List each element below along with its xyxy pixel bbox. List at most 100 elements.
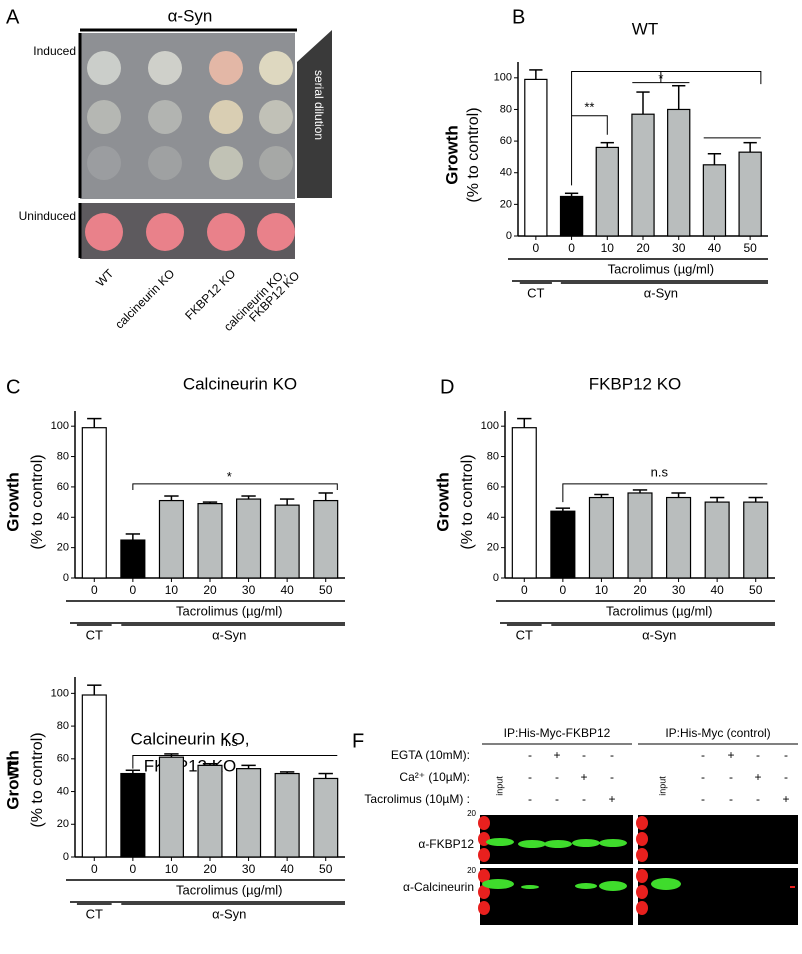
y-axis-label: (% to control) [459,454,476,549]
bar [81,427,107,579]
band [482,879,514,889]
annotation: * [227,469,232,484]
blot [638,868,798,925]
bar [81,694,107,858]
y-axis-label: Growth [433,472,452,532]
y-axis-label: (% to control) [29,454,46,549]
bar [158,756,184,858]
panel-letter: A [6,6,20,28]
y-tick-label: 0 [506,230,512,242]
chart-title: Calcineurin KO, [130,729,249,748]
y-tick-label: 100 [481,420,499,432]
spot [148,51,182,85]
bar [627,492,653,579]
bar [704,501,730,579]
group-label: α-Syn [644,285,678,300]
row-label: Induced [33,44,76,58]
marker-band [636,901,648,915]
dilution-label: serial dilution [312,70,326,140]
treatment-sign: - [729,770,733,784]
group-label: CT [527,285,544,300]
bar [595,146,619,237]
bar [667,108,691,237]
blot-title: IP:His-Myc (control) [665,726,770,740]
treatment-sign: + [580,770,587,784]
x-tick-label: 10 [165,583,179,597]
spot [87,51,121,85]
treatment-sign: + [608,792,615,806]
bar [197,764,223,858]
treatment-sign: + [727,748,734,762]
x-tick-label: 50 [743,241,757,255]
dilution-triangle [297,30,332,198]
blot [480,868,633,925]
bar [550,510,576,579]
band [790,886,795,888]
band [651,878,681,890]
spot [257,213,295,251]
bar [236,498,262,579]
y-tick-label: 40 [57,511,69,523]
panel-letter: C [6,376,20,398]
x-tick-label: 10 [601,241,615,255]
y-tick-label: 100 [494,72,512,84]
y-tick-label: 100 [51,420,69,432]
significance-bracket [571,115,608,135]
y-axis-label: (% to control) [465,107,482,202]
x-tick-label: 50 [319,862,333,876]
y-axis-label: (% to control) [29,732,46,827]
group-label: α-Syn [212,627,246,642]
band [486,838,514,846]
band [544,840,572,848]
marker-band [636,832,648,846]
y-tick-label: 20 [57,818,69,830]
x-tick-label: 0 [130,583,137,597]
treatment-sign: - [582,748,586,762]
blot-title: IP:His-Myc-FKBP12 [504,726,611,740]
panel-title: α-Syn [168,6,213,25]
treatment-sign: - [610,770,614,784]
input-label: input [494,776,504,796]
y-tick-label: 20 [500,198,512,210]
bar [511,427,537,579]
treatment-sign: - [756,748,760,762]
treatment-sign: - [528,748,532,762]
antibody-label: α-FKBP12 [418,837,474,851]
band [572,839,600,847]
bar [559,195,584,237]
annotation: n.s [221,734,239,749]
treatment-sign: - [555,792,559,806]
marker-band [478,816,490,830]
x-axis-label: Tacrolimus (µg/ml) [176,882,282,897]
x-tick-label: 30 [672,583,686,597]
spot [209,146,243,180]
annotation: n.s [651,465,669,480]
treatment-sign: - [756,792,760,806]
y-tick-label: 40 [57,785,69,797]
x-tick-label: 10 [595,583,609,597]
group-label: α-Syn [212,906,246,921]
blot [638,815,798,864]
bar [702,164,727,237]
bar [588,496,614,579]
treatment-sign: + [553,748,560,762]
x-tick-label: 0 [533,241,540,255]
bar [120,772,146,858]
treatment-sign: - [701,748,705,762]
input-label: input [657,776,667,796]
spot [209,51,243,85]
chart-title: FKBP12 KO [589,374,682,393]
group-label: CT [516,627,533,642]
spot [148,100,182,134]
marker-label: 20 [467,809,476,818]
spot [209,100,243,134]
annotation: ** [584,99,594,114]
x-tick-label: 20 [203,583,217,597]
treatment-sign: - [701,792,705,806]
marker-band [478,885,490,899]
y-axis-label: Growth [3,750,22,810]
bands [478,816,795,915]
group-label: CT [86,906,103,921]
treatment-sign: - [701,770,705,784]
